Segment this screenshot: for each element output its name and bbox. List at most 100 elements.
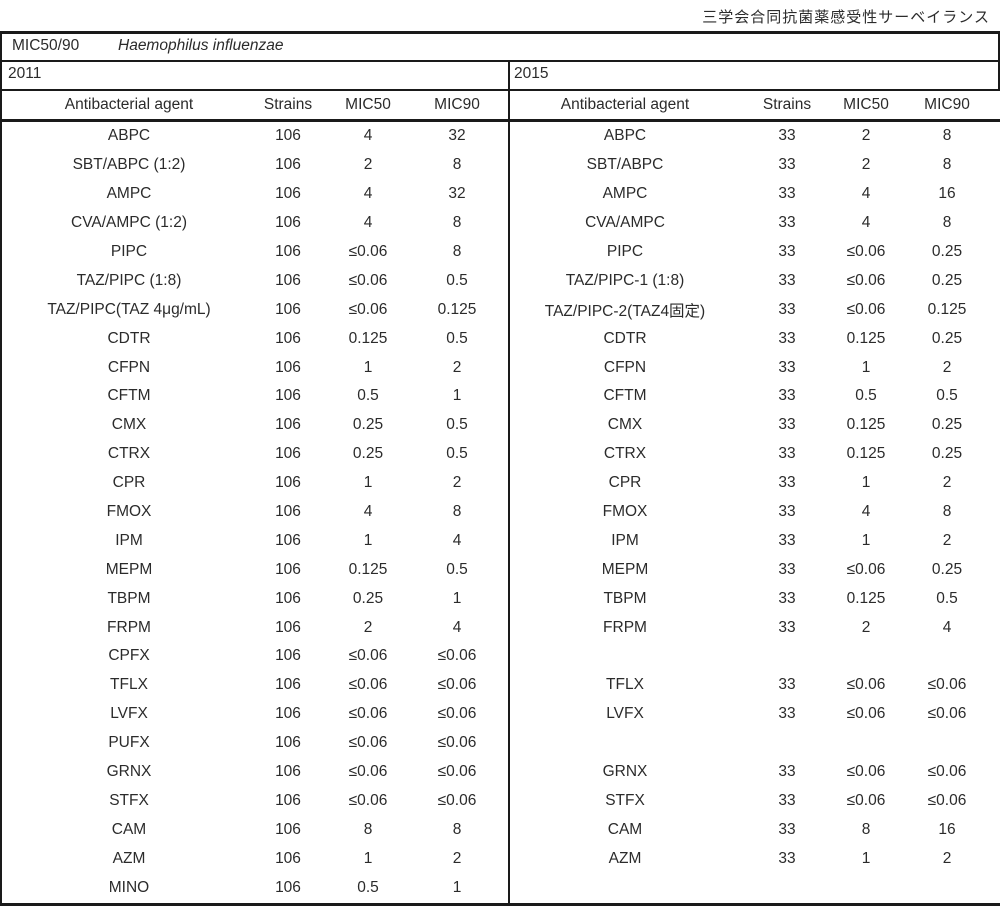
cell-mic90: 16 [938, 820, 956, 838]
cell-mic90: ≤0.06 [927, 763, 967, 781]
cell-mic50: ≤0.06 [348, 763, 388, 781]
cell-agent: PUFX [108, 734, 150, 752]
cell-agent: TBPM [603, 589, 647, 607]
cell-strains: 33 [778, 387, 796, 405]
cell-agent: LVFX [606, 705, 644, 723]
table-row [512, 729, 998, 758]
cell-mic90: 8 [452, 820, 462, 838]
table-row: CVA/AMPC 33 4 8 [512, 209, 998, 238]
cell-strains: 33 [778, 214, 796, 232]
cell-mic50: 0.5 [855, 387, 877, 405]
cell-agent: CFTM [107, 387, 151, 405]
cell-agent: CDTR [603, 329, 647, 347]
cell-mic90: 1 [452, 878, 462, 896]
cell-mic50: 0.125 [846, 445, 886, 463]
table-row: PIPC 106 ≤0.06 8 [2, 238, 508, 267]
title-row: MIC50/90 Haemophilus influenzae [0, 34, 1000, 60]
table-row: LVFX 33 ≤0.06 ≤0.06 [512, 700, 998, 729]
cell-mic90: 8 [942, 503, 952, 521]
table-row: SBT/ABPC 33 2 8 [512, 151, 998, 180]
cell-agent: CTRX [603, 445, 647, 463]
table-row: AZM 33 1 2 [512, 844, 998, 873]
cell-agent: IPM [611, 531, 639, 549]
cell-strains: 106 [275, 329, 301, 347]
cell-strains: 106 [275, 589, 301, 607]
cell-agent: CTRX [107, 445, 151, 463]
table-row: STFX 106 ≤0.06 ≤0.06 [2, 786, 508, 815]
table-row: CTRX 106 0.25 0.5 [2, 440, 508, 469]
cell-strains: 106 [275, 185, 301, 203]
cell-mic90: 0.125 [927, 300, 967, 318]
cell-mic90: 8 [452, 243, 462, 260]
cell-mic50: 0.125 [846, 589, 886, 607]
cell-strains: 33 [778, 618, 796, 636]
table-row: TAZ/PIPC (1:8) 106 ≤0.06 0.5 [2, 266, 508, 295]
cell-mic50: 4 [861, 214, 871, 232]
cell-mic90: 0.125 [437, 300, 477, 318]
cell-agent: STFX [605, 791, 645, 809]
cell-strains: 33 [778, 271, 796, 289]
cell-strains: 106 [275, 820, 301, 838]
cell-strains: 106 [275, 503, 301, 521]
cell-strains: 106 [275, 387, 301, 405]
cell-mic90: 2 [452, 358, 462, 376]
cell-mic50: 0.125 [846, 416, 886, 434]
cell-agent: ABPC [107, 127, 151, 145]
cell-strains: 106 [275, 676, 301, 694]
cell-mic50: ≤0.06 [348, 300, 388, 318]
table-row: CAM 106 8 8 [2, 815, 508, 844]
cell-mic50: 2 [861, 127, 871, 145]
cell-agent: AMPC [602, 185, 648, 203]
organism-name: Haemophilus influenzae [118, 37, 284, 54]
cell-mic90: 0.25 [931, 445, 963, 463]
column-header-mic50: MIC50 [843, 96, 889, 113]
table-row: GRNX 106 ≤0.06 ≤0.06 [2, 758, 508, 787]
cell-agent: PIPC [606, 243, 644, 260]
table-row: TBPM 33 0.125 0.5 [512, 584, 998, 613]
cell-strains: 106 [275, 416, 301, 434]
table-top-rule [0, 31, 1000, 34]
cell-mic50: 0.25 [352, 416, 384, 434]
cell-mic90: 0.5 [446, 445, 468, 463]
column-header-mic50: MIC50 [345, 96, 391, 113]
cell-agent: FMOX [106, 503, 152, 521]
cell-strains: 33 [778, 445, 796, 463]
cell-agent: TAZ/PIPC (1:8) [76, 271, 182, 289]
cell-mic90: 8 [942, 156, 952, 174]
cell-strains: 33 [778, 185, 796, 203]
cell-strains: 33 [778, 474, 796, 492]
cell-mic90: 0.25 [931, 271, 963, 289]
cell-agent: CPFX [108, 647, 150, 665]
table-row: CDTR 106 0.125 0.5 [2, 324, 508, 353]
cell-mic50: 4 [363, 185, 373, 203]
cell-strains: 106 [275, 531, 301, 549]
table-right-border [998, 31, 1000, 91]
table-row: AMPC 33 4 16 [512, 180, 998, 209]
cell-strains: 106 [275, 705, 301, 723]
table-row: MEPM 33 ≤0.06 0.25 [512, 555, 998, 584]
cell-mic90: 4 [452, 531, 462, 549]
table-row: STFX 33 ≤0.06 ≤0.06 [512, 786, 998, 815]
cell-mic90: 0.25 [931, 560, 963, 578]
cell-agent: TAZ/PIPC-1 (1:8) [565, 271, 685, 289]
cell-agent: CFPN [603, 358, 647, 376]
cell-strains: 33 [778, 589, 796, 607]
cell-strains: 33 [778, 763, 796, 781]
cell-strains: 33 [778, 820, 796, 838]
cell-mic50: ≤0.06 [348, 271, 388, 289]
table-row: AZM 106 1 2 [2, 844, 508, 873]
cell-mic50: 0.125 [846, 329, 886, 347]
cell-mic50: 8 [363, 820, 373, 838]
cell-mic50: 2 [861, 156, 871, 174]
table-row: PUFX 106 ≤0.06 ≤0.06 [2, 729, 508, 758]
column-header-row-left: Antibacterial agent Strains MIC50 MIC90 [2, 92, 508, 118]
cell-mic50: 1 [861, 849, 871, 867]
table-row: CMX 106 0.25 0.5 [2, 411, 508, 440]
table-row: CFTM 33 0.5 0.5 [512, 382, 998, 411]
cell-agent: FRPM [603, 618, 647, 636]
rows-2015: ABPC 33 2 8 SBT/ABPC 33 2 8 AMPC 33 4 16 CVA/AMPC 33 4… [512, 122, 998, 902]
cell-mic90: ≤0.06 [927, 676, 967, 694]
cell-agent: TAZ/PIPC(TAZ 4μg/mL) [47, 300, 211, 318]
cell-strains: 33 [778, 329, 796, 347]
